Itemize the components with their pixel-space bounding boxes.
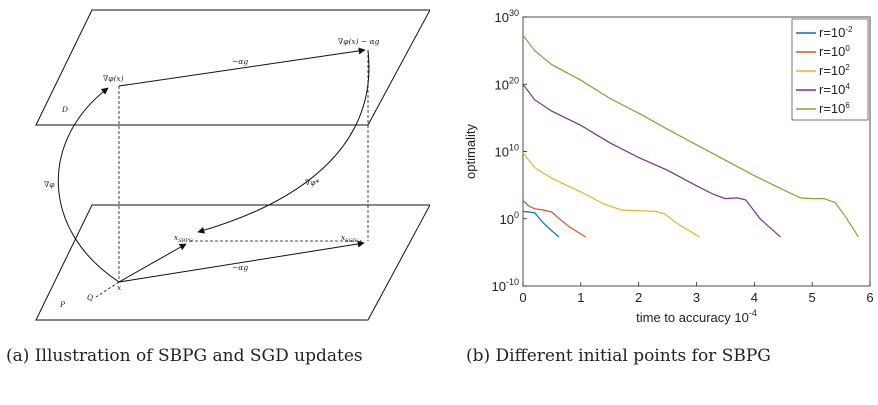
- series-line-0: [522, 210, 560, 238]
- x-tick-label: 6: [866, 290, 873, 305]
- grad-phi-x-minus-label: ∇φ(x) − αg: [338, 37, 380, 46]
- diagram-svg: D P −αg ∇φ ∇φ* −αg ∇φ(x) ∇φ(x) − αg xSBP…: [35, 9, 431, 321]
- x-axis-label: time to accuracy 10-4: [636, 308, 757, 325]
- sbpg-sgd-illustration: D P −αg ∇φ ∇φ* −αg ∇φ(x) ∇φ(x) − αg xSBP…: [0, 0, 431, 330]
- legend-label-1: r=100: [819, 44, 850, 59]
- dual-step-arrow: [118, 47, 366, 87]
- sgd-update-arrow: [118, 240, 365, 283]
- grad-phi-x-label: ∇φ(x): [103, 74, 124, 83]
- q-label: Q: [87, 293, 93, 302]
- x-tick-label: 3: [693, 290, 700, 305]
- grad-phi-star-map-arrow: [197, 49, 370, 234]
- x-tick-label: 0: [519, 290, 526, 305]
- grad-phi-label: ∇φ: [44, 180, 55, 189]
- grad-phi-star-label: ∇φ*: [305, 178, 319, 187]
- x-tick-label: 2: [635, 290, 642, 305]
- chart-svg: 0 1 2 3 4 5 6 1030 1020 1010 100 10-10 time to accur…: [463, 8, 874, 325]
- plane-d-label: D: [61, 105, 68, 114]
- caption-left: (a) Illustration of SBPG and SGD updates: [6, 346, 363, 366]
- legend-label-2: r=102: [819, 63, 850, 78]
- x-sgd-label: xSGD: [341, 233, 357, 244]
- series-line-3: [522, 83, 781, 238]
- plane-p-label: P: [59, 300, 66, 309]
- primal-step-label: −αg: [232, 263, 248, 272]
- dual-step-label: −αg: [232, 57, 248, 66]
- x-tick-label: 1: [577, 290, 584, 305]
- legend-label-3: r=104: [819, 82, 850, 97]
- y-tick-label: 10-10: [492, 277, 519, 294]
- grad-phi-map-arrow: [57, 87, 120, 283]
- legend-label-4: r=106: [819, 101, 850, 116]
- legend-box: [791, 18, 869, 121]
- x-tick-label: 5: [809, 290, 816, 305]
- sbpg-update-arrow: [118, 243, 187, 283]
- y-tick-label: 1010: [495, 143, 519, 160]
- caption-right: (b) Different initial points for SBPG: [466, 346, 771, 366]
- x-tick-label: 4: [751, 290, 758, 305]
- legend-label-0: r=10-2: [819, 25, 853, 40]
- y-tick-label: 1020: [495, 75, 519, 92]
- x-sbpg-label: xSBPG: [174, 233, 193, 244]
- series-line-4: [522, 34, 859, 238]
- q-link: [95, 281, 120, 298]
- y-tick-label: 100: [500, 210, 519, 227]
- series-line-2: [522, 152, 700, 238]
- series-line-1: [522, 200, 586, 238]
- chart-panel: 0 1 2 3 4 5 6 1030 1020 1010 100 10-10 time to accur…: [445, 0, 878, 330]
- y-axis-label: optimality: [463, 124, 478, 179]
- primal-plane: [35, 204, 431, 321]
- x-point-label: x: [117, 283, 122, 292]
- y-tick-label: 1030: [495, 8, 519, 25]
- dual-plane: [35, 9, 431, 126]
